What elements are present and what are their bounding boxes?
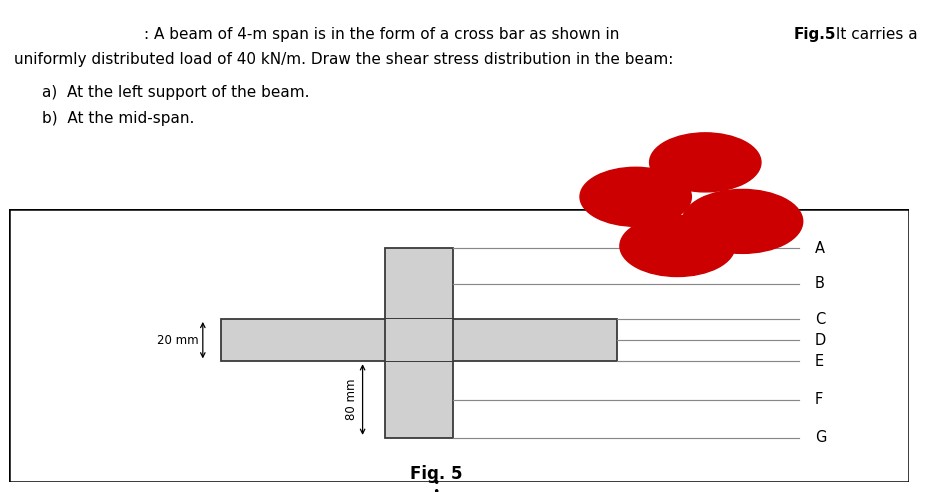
Circle shape [619, 215, 734, 277]
Text: G: G [814, 430, 825, 445]
Text: D: D [814, 333, 825, 348]
Text: A: A [814, 241, 824, 255]
Text: Fig. 5: Fig. 5 [410, 465, 462, 483]
Circle shape [579, 167, 691, 226]
Text: uniformly distributed load of 40 kN/m. Draw the shear stress distribution in the: uniformly distributed load of 40 kN/m. D… [14, 52, 673, 66]
Circle shape [681, 189, 802, 253]
Text: 20 mm: 20 mm [157, 334, 198, 347]
Bar [385, 361, 452, 438]
Text: E: E [814, 354, 823, 369]
Text: : A beam of 4-m span is in the form of a cross bar as shown in: : A beam of 4-m span is in the form of a… [144, 27, 624, 42]
Bar [385, 319, 452, 361]
Text: a)  At the left support of the beam.: a) At the left support of the beam. [42, 85, 309, 99]
Text: B: B [814, 276, 824, 291]
Bar [221, 319, 616, 361]
Text: F: F [814, 392, 822, 407]
Bar [385, 248, 452, 319]
Text: b)  At the mid-span.: b) At the mid-span. [42, 111, 194, 125]
Text: •: • [432, 477, 439, 490]
Circle shape [649, 133, 760, 192]
Text: •: • [432, 486, 439, 492]
Text: C: C [814, 311, 824, 327]
Text: It carries a: It carries a [831, 27, 917, 42]
Text: Fig.5: Fig.5 [793, 27, 835, 42]
Text: 80 mm: 80 mm [345, 379, 358, 420]
